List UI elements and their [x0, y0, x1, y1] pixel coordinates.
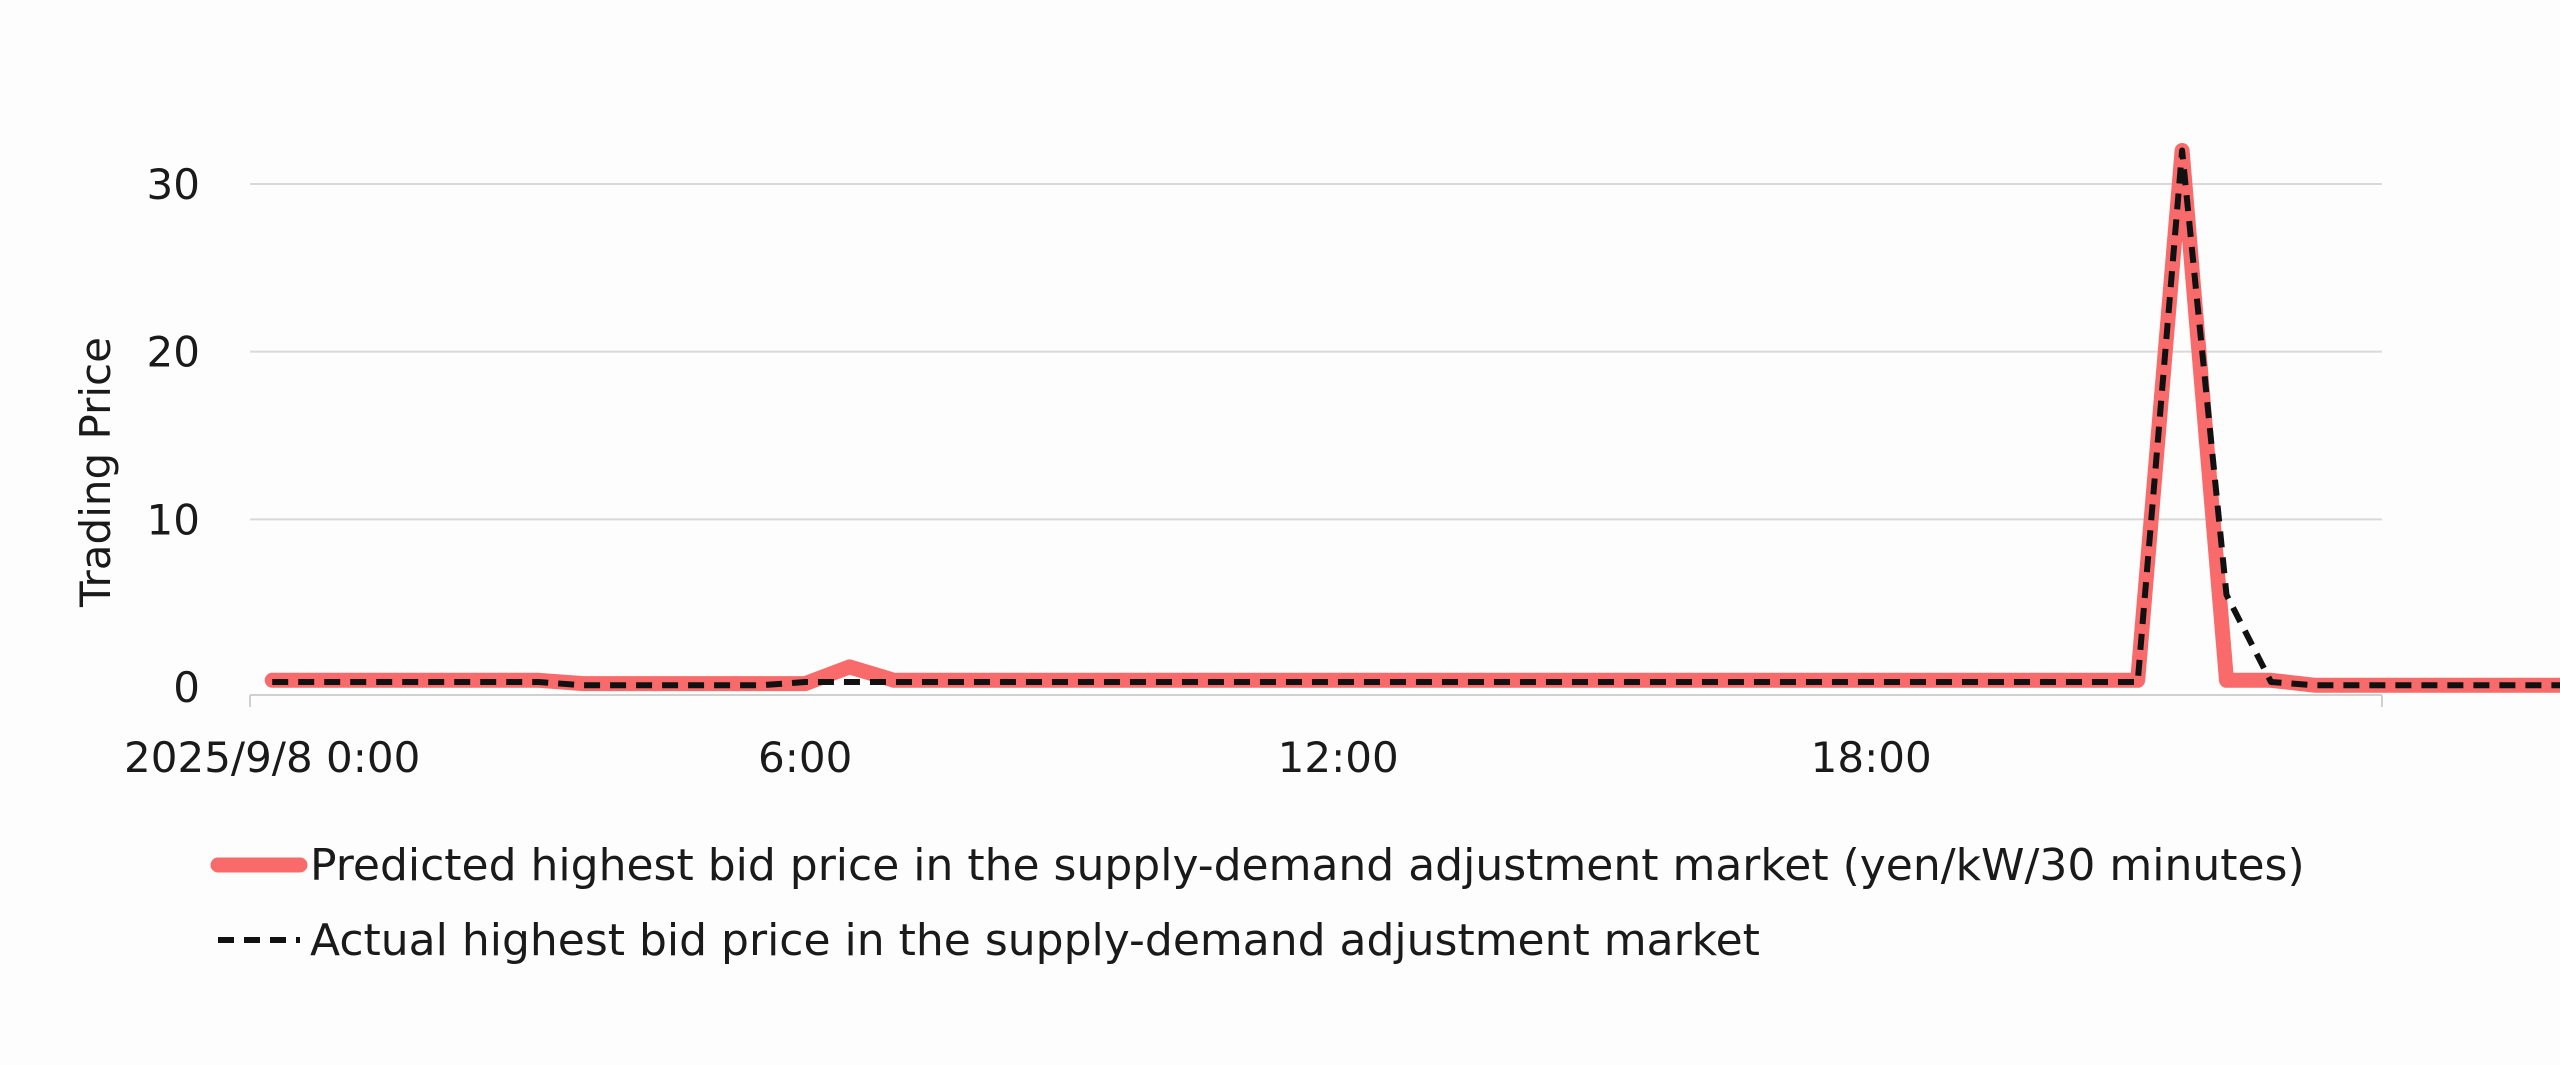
y-tick-label: 0: [173, 663, 200, 712]
x-tick-label: 18:00: [1811, 733, 1932, 782]
y-axis-title: Trading Price: [71, 337, 120, 608]
axes: [249, 694, 2383, 707]
y-tick-label: 30: [147, 160, 200, 209]
series-lines: [264, 143, 2560, 693]
legend-label-actual: Actual highest bid price in the supply-d…: [310, 915, 1760, 966]
x-tick-label: 6:00: [758, 733, 852, 782]
x-tick-label: 12:00: [1278, 733, 1399, 782]
tick-labels: 0 10 20 30 2025/9/8 0:00 6:00 12:00 18:00: [124, 160, 1932, 782]
legend: Predicted highest bid price in the suppl…: [210, 840, 2305, 966]
actual-price-line: [272, 147, 2560, 689]
grid-lines: [250, 183, 2382, 521]
x-tick-label: 2025/9/8 0:00: [124, 733, 420, 782]
y-tick-label: 10: [147, 495, 200, 544]
y-tick-label: 20: [147, 328, 200, 377]
legend-label-predicted: Predicted highest bid price in the suppl…: [310, 840, 2305, 891]
predicted-price-line: [264, 143, 2560, 693]
